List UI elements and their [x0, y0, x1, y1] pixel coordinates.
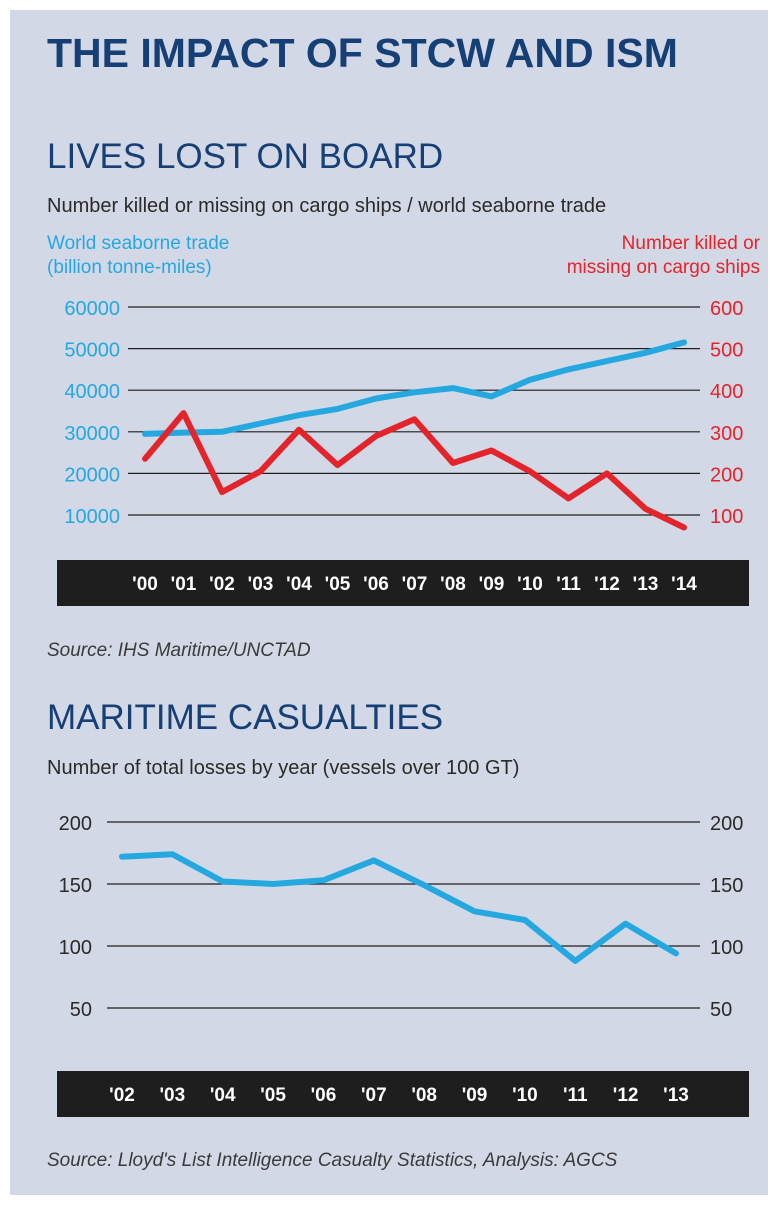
chart2-yright-tick: 50 — [710, 999, 732, 1021]
chart1-x-tick: '04 — [286, 574, 312, 595]
chart1-x-tick: '12 — [594, 574, 620, 595]
chart1-x-tick: '00 — [132, 574, 158, 595]
chart1-yright-tick: 600 — [710, 298, 743, 320]
chart2-title: MARITIME CASUALTIES — [47, 698, 444, 737]
chart2-yright-tick: 150 — [710, 875, 743, 897]
chart2-x-tick: '09 — [462, 1085, 488, 1106]
chart1-x-tick: '09 — [479, 574, 505, 595]
chart1-yright-tick: 300 — [710, 423, 743, 445]
chart1-x-tick: '03 — [248, 574, 274, 595]
chart1-yleft-tick: 50000 — [64, 340, 120, 362]
chart2-yright-tick: 200 — [710, 813, 743, 835]
chart2-series-losses-line — [119, 851, 679, 964]
chart1-subtitle: Number killed or missing on cargo ships … — [47, 195, 607, 217]
chart1-x-tick: '13 — [633, 574, 659, 595]
chart1-yleft-tick: 60000 — [64, 298, 120, 320]
chart2-source: Source: Lloyd's List Intelligence Casual… — [47, 1150, 618, 1171]
legend-trade-line2: (billion tonne-miles) — [47, 257, 212, 278]
chart1-x-tick: '14 — [671, 574, 697, 595]
chart2-yleft-tick: 100 — [59, 937, 92, 959]
chart2-x-tick: '13 — [663, 1085, 689, 1106]
chart1-x-tick: '06 — [363, 574, 389, 595]
chart1-x-tick: '10 — [517, 574, 543, 595]
chart2-yleft-tick: 50 — [70, 999, 92, 1021]
chart2-xaxis-bar — [57, 1071, 749, 1117]
chart2-yleft-tick: 150 — [59, 875, 92, 897]
chart1-yright-tick: 200 — [710, 464, 743, 486]
chart1-yleft-tick: 30000 — [64, 423, 120, 445]
chart1-yleft-tick: 10000 — [64, 506, 120, 528]
chart1-yright-tick: 100 — [710, 506, 743, 528]
chart1-yleft-tick: 20000 — [64, 464, 120, 486]
legend-killed-line2: missing on cargo ships — [566, 257, 760, 278]
chart2-yleft-tick: 200 — [59, 813, 92, 835]
chart2-subtitle: Number of total losses by year (vessels … — [47, 757, 520, 779]
chart1-legend-killed: Number killed or missing on cargo ships — [567, 232, 760, 280]
chart1-title: LIVES LOST ON BOARD — [47, 137, 444, 176]
page-title: THE IMPACT OF STCW AND ISM — [47, 30, 678, 76]
chart1-yleft-tick: 40000 — [64, 381, 120, 403]
legend-trade-line1: World seaborne trade — [47, 233, 230, 254]
chart2-x-tick: '11 — [563, 1085, 588, 1106]
chart2-x-tick: '04 — [210, 1085, 236, 1106]
chart1-x-tick: '01 — [171, 574, 197, 595]
chart2-x-tick: '06 — [311, 1085, 337, 1106]
chart2-yright-tick: 100 — [710, 937, 743, 959]
chart1-yright-tick: 400 — [710, 381, 743, 403]
chart1-xaxis-bar — [57, 560, 749, 606]
chart2-x-tick: '05 — [260, 1085, 286, 1106]
chart1-yright-tick: 500 — [710, 340, 743, 362]
chart1-x-tick: '08 — [440, 574, 466, 595]
chart1-source: Source: IHS Maritime/UNCTAD — [47, 640, 311, 661]
chart1-x-tick: '11 — [556, 574, 581, 595]
chart2-x-tick: '03 — [160, 1085, 186, 1106]
chart2-x-tick: '12 — [613, 1085, 639, 1106]
chart1-legend-trade: World seaborne trade (billion tonne-mile… — [47, 232, 229, 280]
chart1-x-tick: '05 — [325, 574, 351, 595]
legend-killed-line1: Number killed or — [621, 233, 760, 254]
chart1-x-tick: '02 — [209, 574, 235, 595]
chart2-x-tick: '08 — [411, 1085, 437, 1106]
chart1-x-tick: '07 — [402, 574, 428, 595]
chart2-x-tick: '07 — [361, 1085, 387, 1106]
chart2-x-tick: '10 — [512, 1085, 538, 1106]
chart2-x-tick: '02 — [109, 1085, 135, 1106]
